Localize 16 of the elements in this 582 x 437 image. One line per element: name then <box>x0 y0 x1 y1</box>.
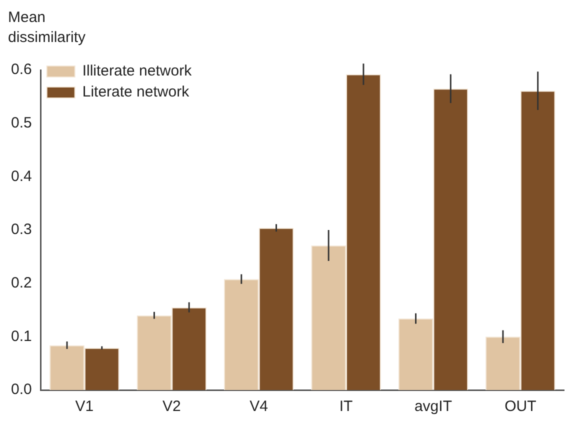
y-tick-label: 0.5 <box>10 114 32 132</box>
y-tick-label: 0.6 <box>10 61 32 78</box>
x-tick-label: V2 <box>162 398 181 416</box>
legend-label: Illiterate network <box>82 62 192 80</box>
y-tick-label: 0.4 <box>10 168 32 185</box>
legend-label: Literate network <box>82 84 190 101</box>
y-tick-label: 0.1 <box>10 328 32 345</box>
x-tick-label: IT <box>339 398 353 416</box>
x-tick-label: avgIT <box>414 398 452 416</box>
y-tick-label: 0.3 <box>10 221 32 238</box>
y-tick-label: 0.0 <box>10 381 32 398</box>
x-tick-label: OUT <box>504 398 536 416</box>
y-axis-title: Mean dissimilarity <box>8 8 86 48</box>
x-tick-label: V4 <box>250 398 268 416</box>
x-tick-label: V1 <box>75 398 94 416</box>
y-tick-label: 0.2 <box>10 274 32 292</box>
